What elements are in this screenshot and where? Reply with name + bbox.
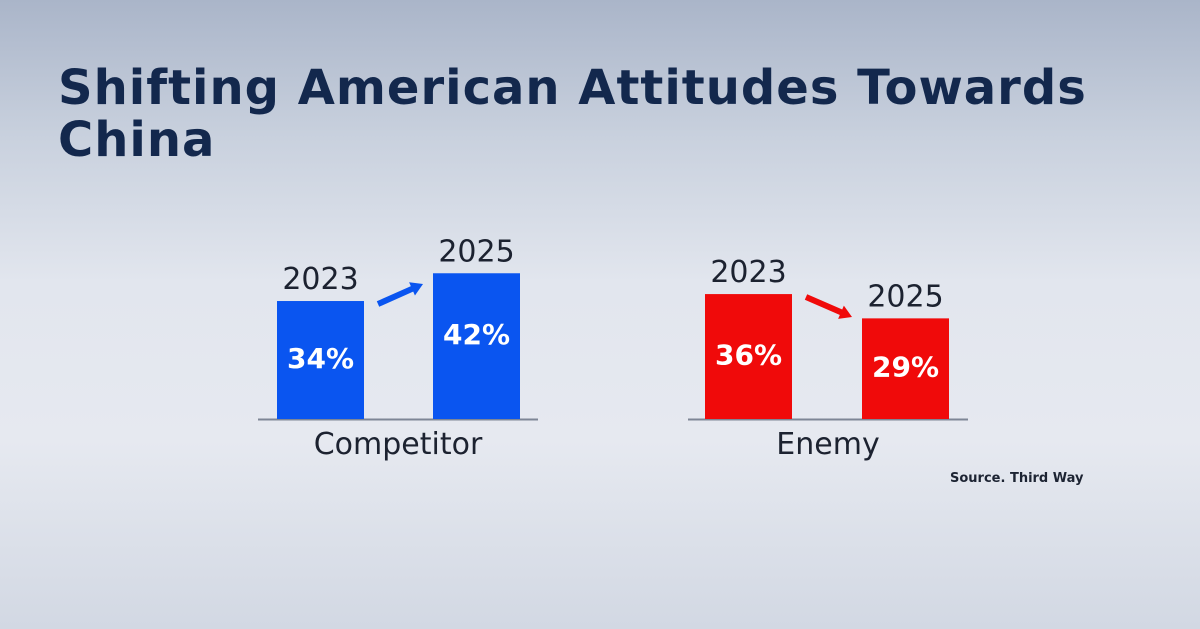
trend-arrow-icon [804,294,852,319]
bar-2023 [277,301,364,419]
trend-arrow-icon [376,282,423,307]
bar-2023 [705,294,792,419]
data-label: 42% [443,318,510,351]
year-label: 2023 [710,255,786,290]
bar-2025 [433,273,520,419]
chart-title: Shifting American Attitudes Towards Chin… [58,60,1087,168]
category-label: Enemy [776,427,879,462]
year-label: 2023 [282,262,358,297]
year-label: 2025 [438,234,514,269]
data-label: 34% [287,342,354,375]
data-label: 29% [872,351,939,384]
bar-2025 [862,318,949,419]
source-note: Source. Third Way [950,471,1084,486]
data-label: 36% [715,339,782,372]
year-label: 2025 [867,279,943,314]
category-label: Competitor [314,427,483,462]
